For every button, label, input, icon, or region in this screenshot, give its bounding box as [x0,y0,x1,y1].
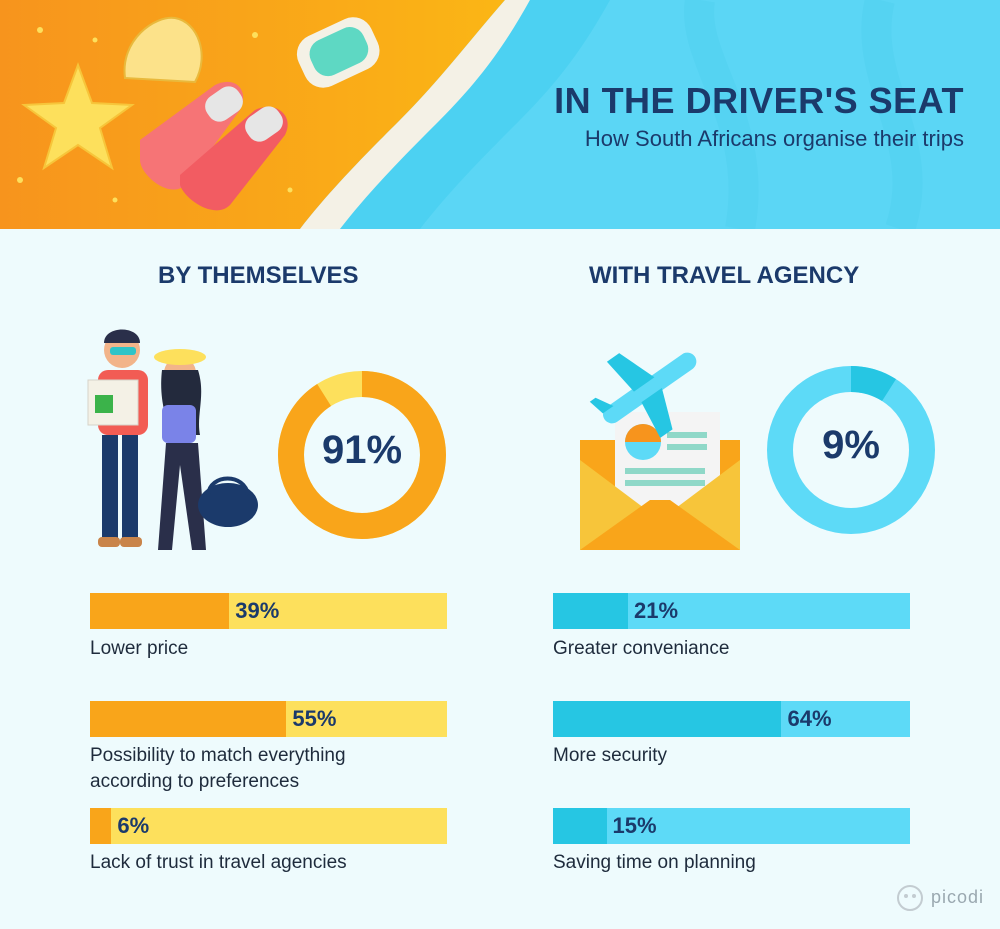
header-banner: IN THE DRIVER'S SEAT How South Africans … [0,0,1000,229]
bar-more-security: 64% [553,701,910,737]
flippers-icon [140,81,288,211]
bar-value-label: 6% [117,813,150,838]
reason-label: Lower price [90,638,189,659]
bar-fill [90,808,112,844]
donut-chart-themselves [278,371,446,539]
starfish-icon [21,62,135,171]
travelling-couple-illustration [87,329,258,550]
page-title: IN THE DRIVER'S SEAT [554,80,964,121]
bar-value-label: 64% [787,706,832,731]
reason-label: Lack of trust in travel agencies [90,852,347,873]
bar-saving-time: 15% [553,808,910,844]
page-subtitle: How South Africans organise their trips [584,126,964,151]
reason-label: Saving time on planning [553,852,756,873]
donut-number: 91 [321,428,367,472]
picodi-mascot-icon [896,885,923,911]
bar-fill [90,593,230,629]
reason-label: More security [553,745,668,766]
donut-segment [278,371,446,539]
beach-illustration [0,0,1000,229]
shell-icon [123,16,203,84]
bar-fill [553,808,607,844]
donut-chart-agency [767,366,935,534]
picodi-logo: picodi [895,879,984,915]
reason-label: Possibility to match everything accordin… [90,745,346,792]
reason-label: Greater conveniance [553,638,730,659]
bar-value-label: 39% [235,598,280,623]
bar-value-label: 15% [612,813,657,838]
donut-value-themselves: 91% [277,428,447,473]
section-title-agency: WITH TRAVEL AGENCY [589,262,860,289]
bar-lower-price: 39% [90,593,447,629]
bar-fill [553,593,628,629]
bar-match-preferences: 55% [90,701,447,737]
logo-text: picodi [930,886,984,907]
airplane-icon [589,352,697,438]
donut-unit: % [844,423,880,467]
envelope-plane-illustration [580,352,740,550]
donut-unit: % [366,428,403,472]
bar-value-label: 55% [292,706,337,731]
bar-greater-convenience: 21% [553,593,910,629]
bar-value-label: 21% [633,598,679,623]
donut-segment [767,366,935,534]
bar-fill [553,701,782,737]
goggles-icon [296,17,380,88]
bar-lack-of-trust: 6% [90,808,447,844]
section-title-themselves: BY THEMSELVES [158,262,359,289]
bar-fill [90,701,287,737]
donut-number: 9 [822,423,845,467]
donut-value-agency: 9% [766,423,936,468]
